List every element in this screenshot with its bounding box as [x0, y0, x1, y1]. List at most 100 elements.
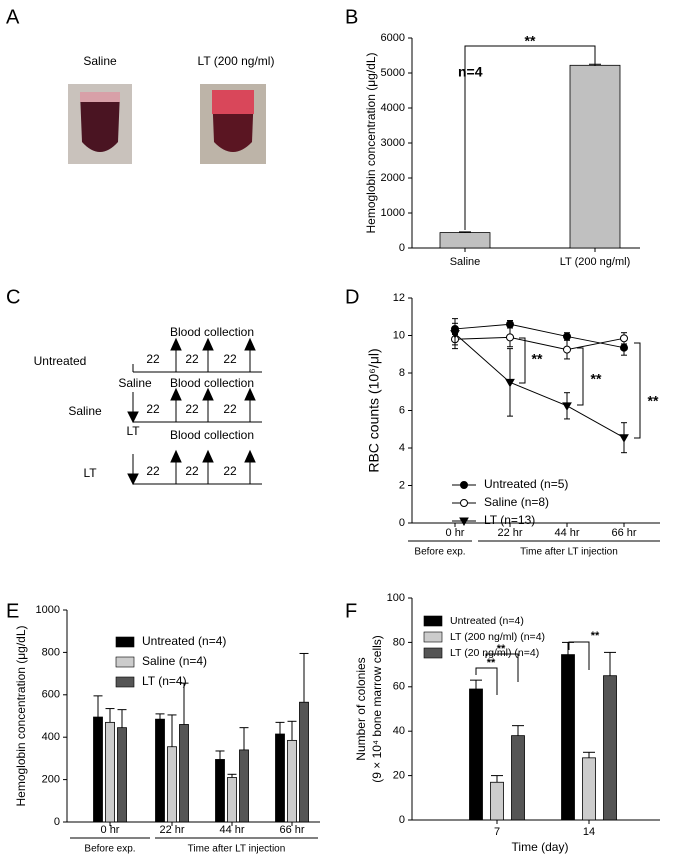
significance-bracket: [464, 45, 596, 230]
bar: [603, 675, 617, 821]
bar: [275, 733, 285, 823]
y-tick-label: 600: [42, 689, 60, 701]
arrow-head: [127, 473, 139, 486]
x-group-label: Before exp.: [84, 844, 135, 855]
y-tick-label: 4: [399, 442, 405, 454]
annotation: **: [497, 643, 506, 655]
legend-swatch: [115, 636, 135, 648]
row-label: LT: [83, 466, 97, 480]
interval-label: 22: [146, 464, 160, 478]
interval-label: 22: [223, 464, 237, 478]
bar: [439, 232, 491, 249]
bar: [93, 716, 103, 823]
bar: [511, 735, 525, 821]
legend-swatch: [423, 647, 443, 659]
legend-swatch: [115, 676, 135, 688]
x-tick-label: 22 hr: [159, 824, 184, 836]
y-tick-label: 2000: [381, 172, 405, 184]
legend-marker: [460, 481, 468, 489]
interval-label: 22: [185, 352, 199, 366]
series-line: [454, 323, 625, 349]
x-tick-label: Saline: [450, 256, 481, 268]
legend-label: LT (n=13): [484, 513, 535, 527]
row-header: Blood collection: [170, 325, 254, 339]
panel-letter: A: [6, 6, 20, 28]
marker: [563, 345, 571, 354]
marker: [505, 378, 515, 388]
legend-marker: [460, 499, 468, 507]
y-tick-label: 80: [393, 636, 405, 648]
interval-label: 22: [146, 402, 160, 416]
tube-top: [212, 90, 254, 114]
bar: [155, 718, 165, 823]
x-group-label: Before exp.: [414, 547, 465, 558]
significance-bracket: [475, 667, 498, 695]
bar: [117, 727, 127, 823]
legend-label: LT (n=4): [142, 674, 187, 688]
y-tick-label: 2: [399, 479, 405, 491]
series-line: [454, 336, 625, 351]
x-tick-label: 44 hr: [219, 824, 244, 836]
bar: [469, 688, 483, 821]
legend-swatch: [423, 631, 443, 643]
y-axis-label: Number of colonies: [354, 657, 368, 760]
annotation: **: [487, 657, 496, 669]
y-tick-label: 5000: [381, 67, 405, 79]
panel-letter: E: [6, 600, 19, 622]
legend-label: Saline (n=8): [484, 495, 549, 509]
marker: [563, 332, 571, 341]
legend-swatch: [115, 656, 135, 668]
interval-label: 22: [185, 464, 199, 478]
bar: [569, 64, 621, 249]
marker: [506, 333, 514, 342]
annotation: n=4: [458, 64, 483, 80]
legend-label: Saline (n=4): [142, 654, 207, 668]
tube: [80, 92, 120, 152]
interval-label: 22: [223, 402, 237, 416]
row-label: Saline: [68, 404, 102, 418]
legend-label: Untreated (n=4): [142, 634, 226, 648]
panel-a: A Saline LT (200 ng/ml): [6, 6, 274, 164]
row-header: Blood collection: [170, 376, 254, 390]
chart-panel: F 0 20 40 60 80 100 Number of colonies (9 × 10⁴ …: [345, 592, 660, 854]
panel-letter: D: [345, 286, 359, 308]
arrow-head: [244, 337, 256, 351]
row-header: Blood collection: [170, 428, 254, 442]
series-line: [454, 333, 625, 439]
panel-letter: C: [6, 286, 20, 308]
y-tick-label: 0: [399, 814, 405, 826]
annotation: **: [591, 630, 600, 642]
y-tick-label: 10: [393, 329, 405, 341]
arrow-head: [170, 387, 182, 401]
bar: [299, 701, 309, 823]
significance-bracket: [519, 337, 526, 384]
bar: [239, 749, 249, 823]
y-tick-label: 1000: [381, 207, 405, 219]
bar: [490, 781, 504, 821]
tube-label: Saline: [83, 54, 117, 68]
legend-label: Untreated (n=5): [484, 477, 568, 491]
treatment-label: LT: [126, 424, 140, 438]
marker: [562, 402, 572, 411]
marker: [620, 334, 628, 343]
bar: [179, 724, 189, 823]
interval-label: 22: [223, 352, 237, 366]
y-tick-label: 400: [42, 731, 60, 743]
bar: [561, 654, 575, 821]
y-axis-label: RBC counts (10⁶/μl): [366, 348, 382, 472]
x-axis-label: Time (day): [512, 840, 569, 854]
y-axis-label: Hemoglobin concentration (μg/dL): [364, 52, 378, 233]
legend-label: LT (20 ng/ml) (n=4): [450, 647, 539, 659]
y-tick-label: 12: [393, 292, 405, 304]
legend-label: LT (200 ng/ml) (n=4): [450, 631, 545, 643]
significance-bracket: [485, 653, 519, 682]
y-axis-label: (9 × 10⁴ bone marrow cells): [370, 635, 384, 783]
annotation: **: [532, 351, 543, 367]
y-tick-label: 200: [42, 774, 60, 786]
annotation: **: [591, 371, 602, 387]
bar: [105, 721, 115, 823]
y-tick-label: 100: [387, 592, 405, 604]
legend-marker: [459, 517, 469, 527]
significance-bracket: [568, 641, 590, 670]
